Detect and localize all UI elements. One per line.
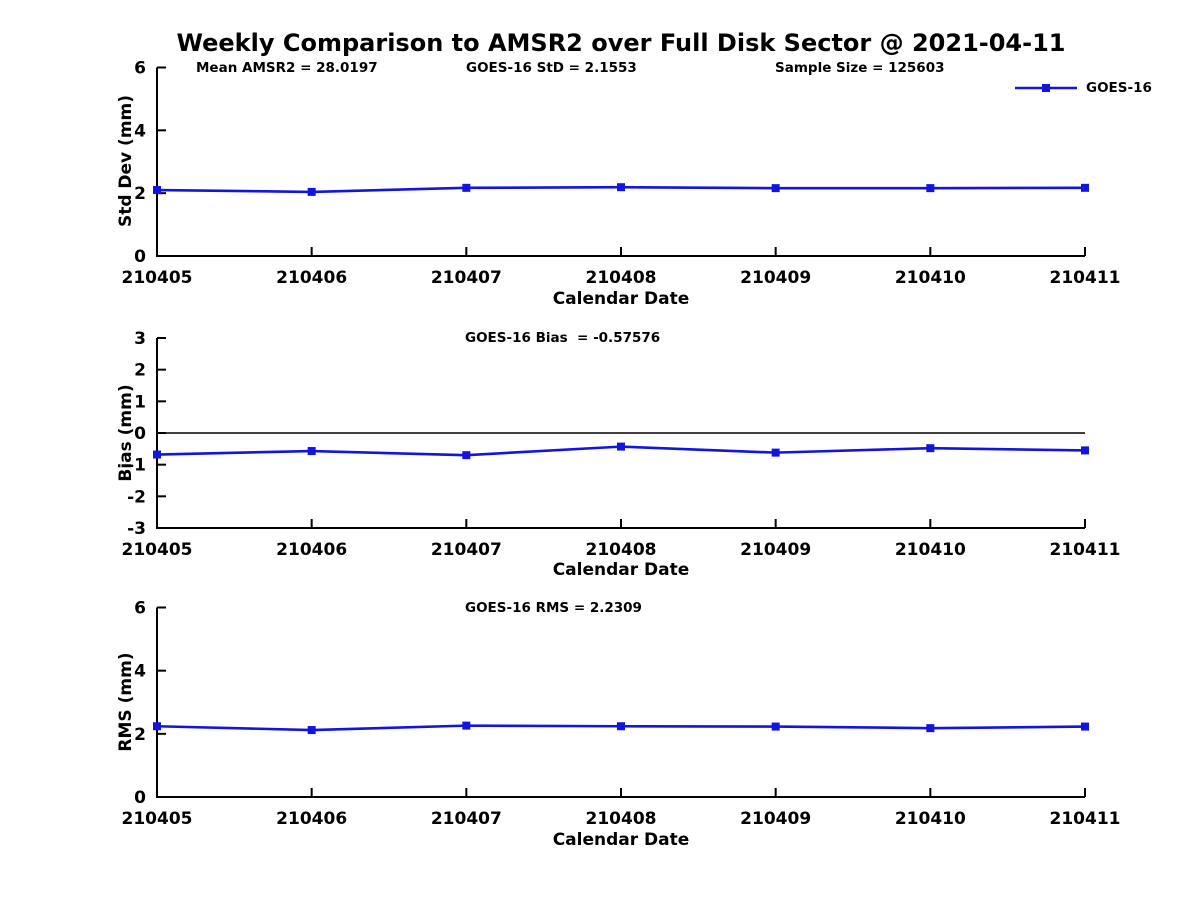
y-axis-tick-label: 6 (134, 59, 146, 79)
data-point-marker (153, 722, 161, 731)
y-axis-tick-label: 0 (134, 424, 146, 444)
data-point-marker (617, 183, 625, 192)
y-axis-tick-label: 2 (134, 725, 146, 745)
x-axis-tick-label: 210406 (276, 809, 347, 829)
x-axis-tick-label: 210405 (122, 268, 193, 288)
x-axis-tick-label: 210411 (1050, 540, 1121, 560)
data-point-marker (1081, 183, 1089, 192)
data-point-marker (307, 447, 316, 456)
xlabel-calendar-date-top: Calendar Date (552, 289, 690, 309)
y-axis-tick-label: -3 (127, 519, 146, 539)
x-axis-tick-label: 210407 (431, 809, 502, 829)
data-point-marker (926, 184, 935, 193)
stat-sample-size: Sample Size = 125603 (775, 60, 945, 76)
x-axis-tick-label: 210406 (276, 268, 347, 288)
ylabel-rms: RMS (mm) (116, 652, 136, 752)
data-point-marker (926, 724, 935, 733)
x-axis-tick-label: 210408 (586, 540, 657, 560)
legend-marker-icon (1042, 84, 1050, 92)
data-point-marker (307, 726, 316, 735)
data-point-marker (926, 444, 935, 453)
y-axis-tick-label: 1 (134, 392, 146, 412)
data-point-marker (462, 451, 471, 460)
y-axis-tick-label: 3 (134, 329, 146, 349)
x-axis-tick-label: 210407 (431, 268, 502, 288)
x-axis-tick-label: 210408 (586, 809, 657, 829)
legend-label: GOES-16 (1086, 80, 1152, 96)
stat-goes16-bias: GOES-16 Bias = -0.57576 (465, 330, 661, 346)
ylabel-std-dev: Std Dev (mm) (116, 94, 136, 228)
y-axis-tick-label: -1 (127, 456, 146, 476)
y-axis-tick-label: 4 (134, 662, 146, 682)
data-point-marker (153, 186, 161, 195)
x-axis-tick-label: 210410 (895, 809, 966, 829)
y-axis-tick-label: 2 (134, 361, 146, 381)
stat-goes16-std: GOES-16 StD = 2.1553 (466, 60, 637, 76)
x-axis-tick-label: 210409 (740, 809, 811, 829)
data-point-marker (771, 448, 780, 457)
x-axis-tick-label: 210409 (740, 268, 811, 288)
chart-title: Weekly Comparison to AMSR2 over Full Dis… (176, 29, 1066, 57)
data-point-marker (771, 722, 780, 731)
xlabel-calendar-date-middle: Calendar Date (552, 560, 690, 580)
x-axis-tick-label: 210411 (1050, 809, 1121, 829)
x-axis-tick-label: 210405 (122, 809, 193, 829)
y-axis-tick-label: 2 (134, 184, 146, 204)
xlabel-calendar-date-bottom: Calendar Date (552, 830, 690, 850)
y-axis-tick-label: 0 (134, 788, 146, 808)
x-axis-tick-label: 210410 (895, 540, 966, 560)
x-axis-tick-label: 210409 (740, 540, 811, 560)
data-point-marker (462, 721, 471, 730)
x-axis-tick-label: 210406 (276, 540, 347, 560)
data-point-marker (1081, 722, 1089, 731)
data-point-marker (1081, 446, 1089, 455)
data-point-marker (153, 450, 161, 459)
x-axis-tick-label: 210407 (431, 540, 502, 560)
x-axis-tick-label: 210411 (1050, 268, 1121, 288)
x-axis-tick-label: 210408 (586, 268, 657, 288)
data-point-marker (617, 442, 625, 451)
y-axis-tick-label: -2 (127, 487, 146, 507)
data-point-marker (617, 722, 625, 731)
x-axis-tick-label: 210410 (895, 268, 966, 288)
y-axis-tick-label: 0 (134, 247, 146, 267)
stat-goes16-rms: GOES-16 RMS = 2.2309 (465, 600, 642, 616)
x-axis-tick-label: 210405 (122, 540, 193, 560)
y-axis-tick-label: 4 (134, 121, 146, 141)
y-axis-tick-label: 6 (134, 599, 146, 619)
data-point-marker (307, 187, 316, 196)
data-point-marker (771, 184, 780, 193)
data-point-marker (462, 183, 471, 192)
ylabel-bias: Bias (mm) (116, 384, 136, 482)
stat-mean-amsr2: Mean AMSR2 = 28.0197 (196, 60, 378, 76)
